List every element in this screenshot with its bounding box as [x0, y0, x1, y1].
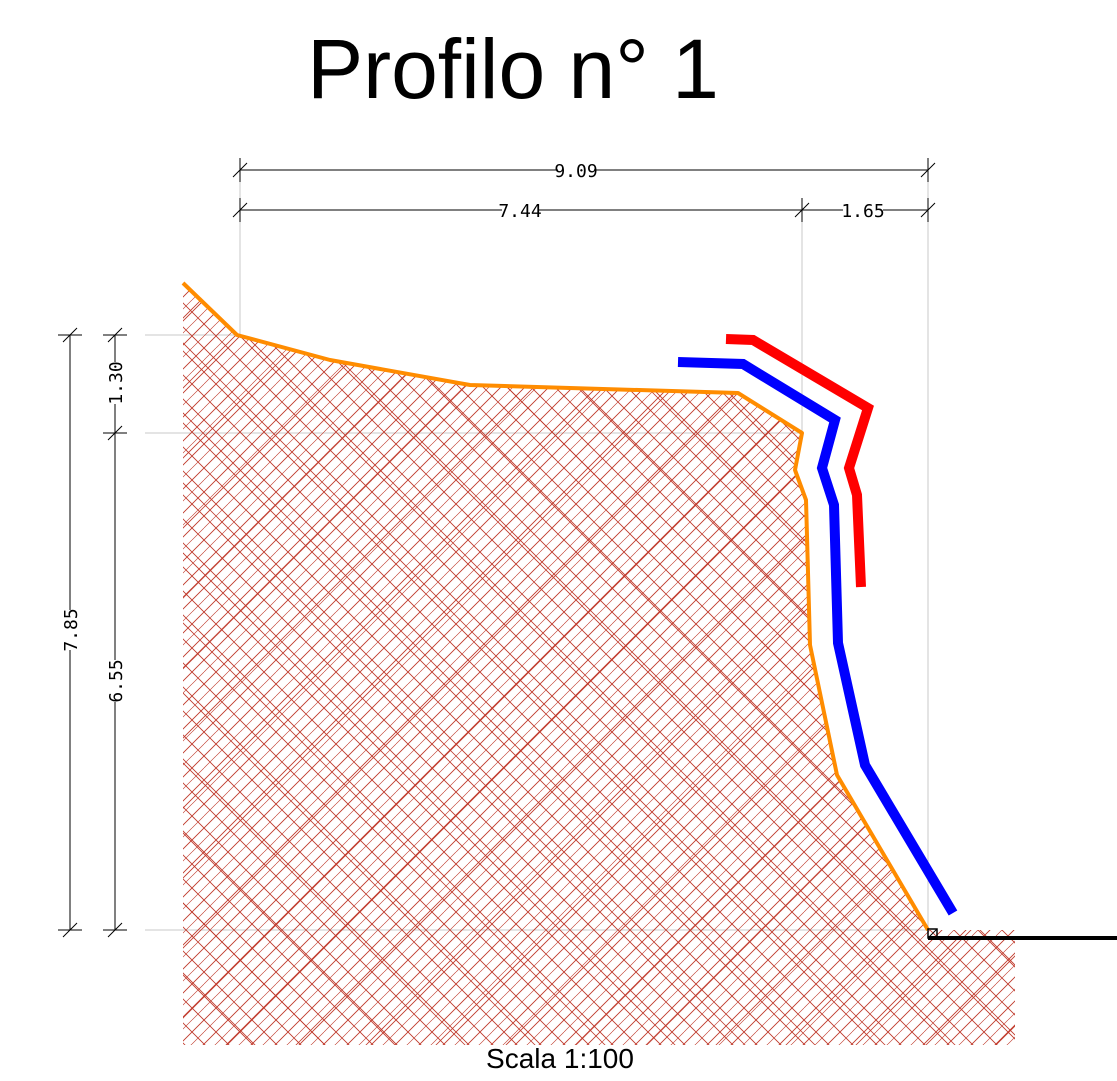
base-point-marker [927, 928, 938, 939]
drawing-title: Profilo n° 1 [307, 22, 719, 116]
terrain-profile-line [181, 281, 930, 932]
dimension-partial-widths: 7.44 1.65 [232, 198, 936, 222]
red-profile-line [725, 334, 874, 588]
dimension-partial-heights: 1.30 6.55 [103, 327, 127, 938]
dimension-total-width: 9.09 [232, 158, 936, 182]
dimension-label-height-top: 1.30 [106, 361, 127, 404]
dimension-total-height: 7.85 [58, 327, 82, 938]
scale-label: Scala 1:100 [486, 1043, 634, 1074]
soil-hatch-area [183, 285, 1015, 1045]
dimension-label-height-main: 6.55 [106, 659, 127, 702]
dimension-label-width-b: 1.65 [841, 201, 884, 222]
dimension-label-total-height: 7.85 [61, 608, 82, 651]
dimension-label-total-width: 9.09 [554, 161, 597, 182]
dimension-label-width-a: 7.44 [498, 201, 541, 222]
blue-profile-line [677, 357, 958, 916]
